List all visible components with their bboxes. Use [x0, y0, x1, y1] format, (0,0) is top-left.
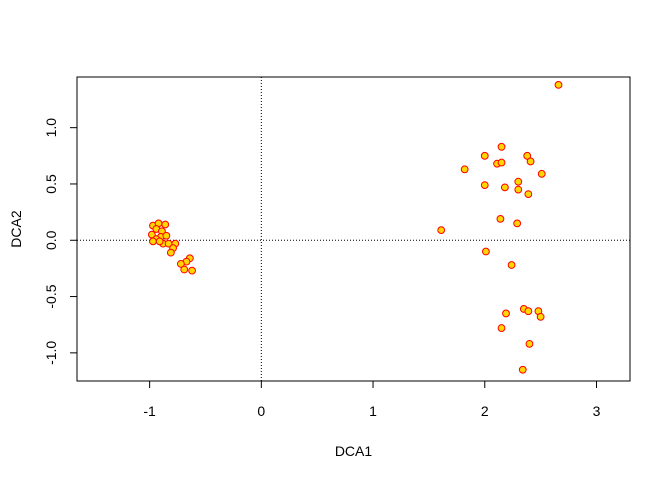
data-point — [166, 248, 175, 257]
data-point — [502, 309, 510, 318]
data-point — [460, 165, 469, 174]
data-point — [524, 190, 533, 198]
data-point — [514, 185, 523, 194]
y-tick-label: -1.0 — [43, 341, 59, 365]
data-point — [437, 226, 446, 235]
data-point — [188, 266, 196, 275]
data-point — [526, 157, 535, 166]
x-tick-label: 1 — [369, 403, 377, 419]
data-point — [480, 151, 489, 160]
data-point — [480, 181, 489, 189]
x-tick-label: 3 — [593, 403, 601, 419]
data-point — [524, 307, 533, 316]
y-axis-label: DCA2 — [8, 210, 24, 248]
data-point — [180, 265, 189, 274]
data-point — [500, 183, 509, 192]
x-axis: -1 0 1 2 3 — [143, 380, 601, 419]
data-point — [513, 219, 522, 228]
data-point — [155, 237, 164, 246]
data-point — [507, 261, 516, 269]
x-tick-label: -1 — [143, 403, 156, 419]
y-tick-label: -0.5 — [43, 284, 59, 308]
data-point — [497, 142, 506, 151]
y-tick-label: 0.5 — [43, 174, 59, 194]
data-point — [523, 151, 532, 160]
y-tick-label: 1.0 — [43, 118, 59, 138]
data-point — [496, 214, 505, 223]
x-tick-label: 0 — [257, 403, 265, 419]
y-axis: -1.0 -0.5 0.0 0.5 1.0 — [43, 118, 78, 365]
data-point — [161, 220, 170, 229]
data-point — [518, 365, 527, 374]
data-point — [149, 237, 157, 246]
data-point — [162, 231, 171, 240]
y-tick-label: 0.0 — [43, 230, 59, 250]
data-point — [176, 260, 185, 268]
data-point — [481, 247, 490, 256]
data-point — [536, 312, 545, 321]
x-axis-label: DCA1 — [335, 443, 373, 459]
data-point — [497, 158, 506, 167]
data-points — [147, 80, 563, 374]
data-point — [497, 324, 506, 332]
data-point — [554, 80, 563, 89]
data-point — [537, 169, 546, 178]
data-point — [514, 177, 523, 186]
x-tick-label: 2 — [481, 403, 489, 419]
data-point — [525, 339, 534, 348]
